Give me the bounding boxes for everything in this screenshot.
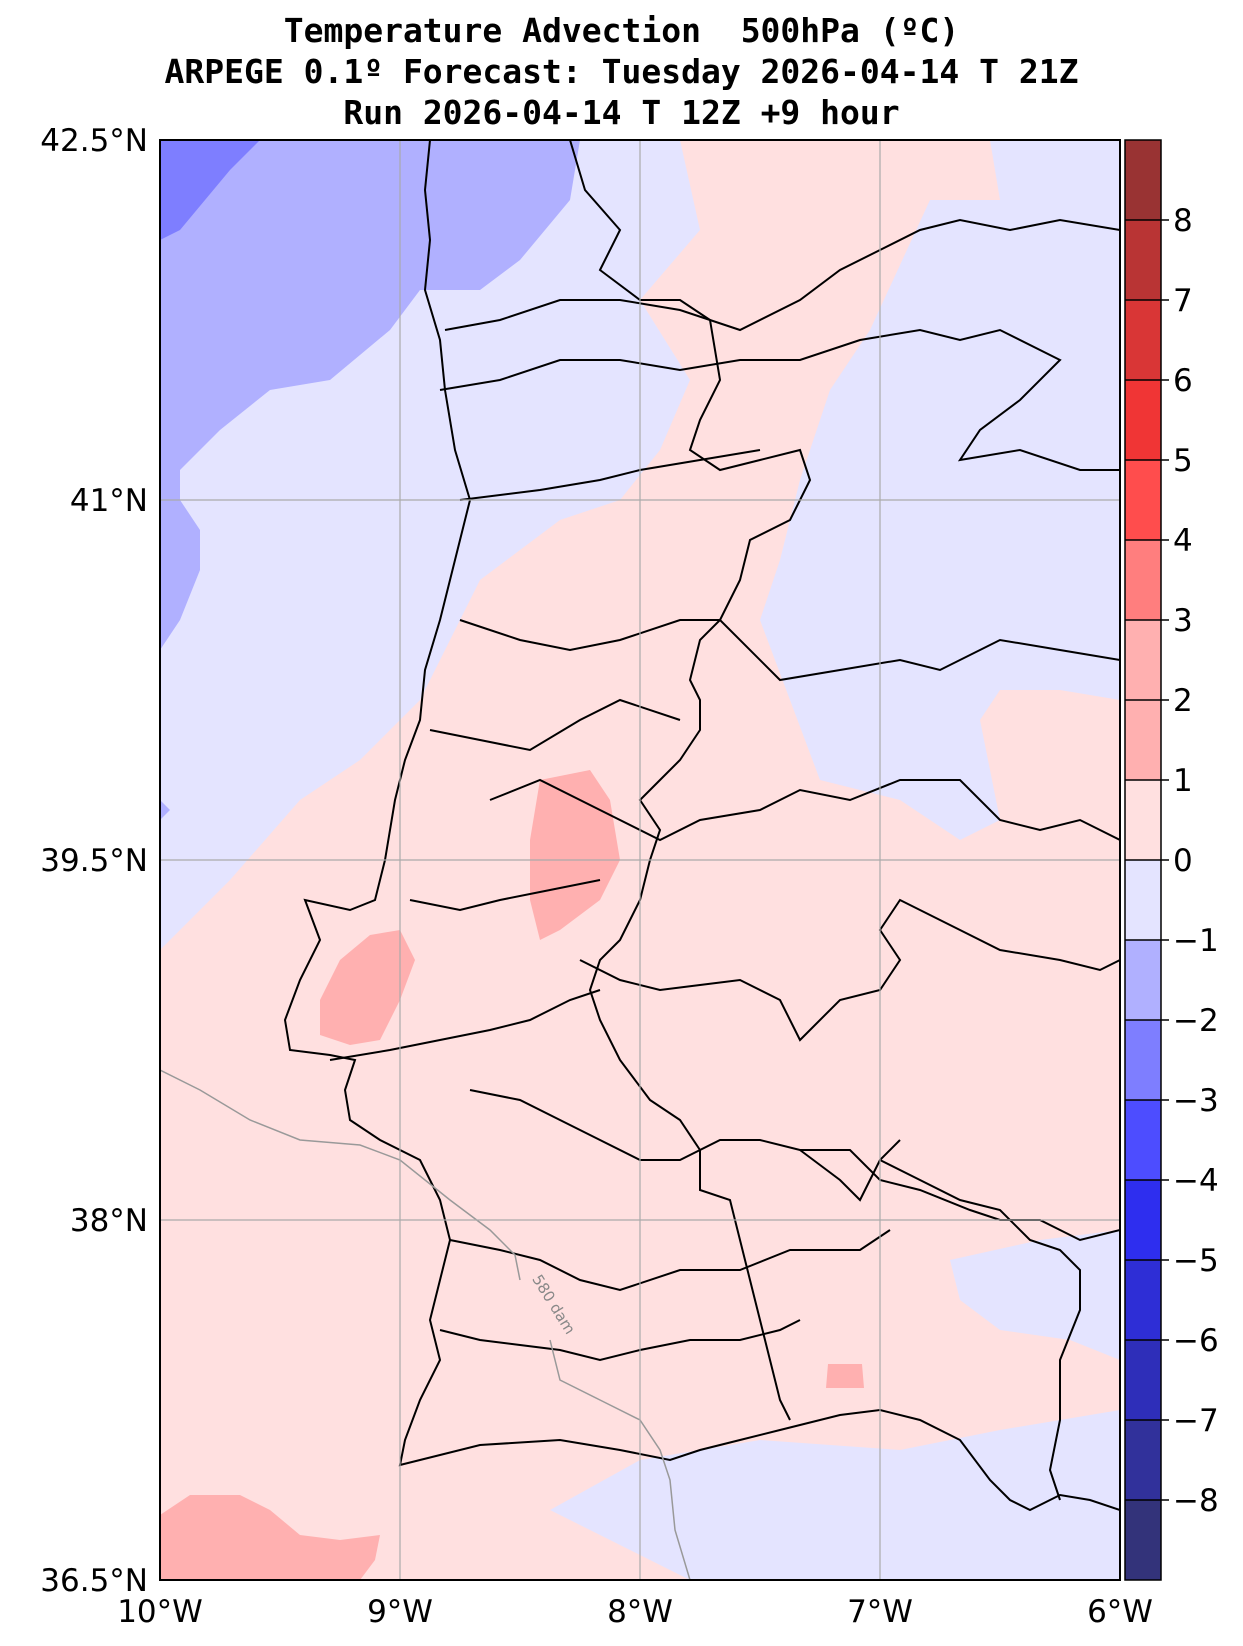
graticule (160, 140, 1120, 1580)
colorbar-tick-label: 8 (1173, 203, 1193, 239)
colorbar-segment (1125, 1420, 1161, 1501)
internal-border-4 (459, 619, 1120, 682)
map-frame (159, 139, 1121, 1581)
colorbar-segment (1125, 1100, 1161, 1181)
lat-tick-label: 39.5°N (40, 843, 148, 879)
colorbar-tick-label: −8 (1173, 1483, 1219, 1519)
internal-border-7 (409, 879, 601, 912)
lon-tick-label: 8°W (607, 1594, 673, 1630)
colorbar-segment (1125, 460, 1161, 541)
colorbar-tick-label: 7 (1173, 283, 1193, 319)
colorbar-tick-label: −1 (1173, 923, 1219, 959)
colorbar-segment (1125, 940, 1161, 1021)
advection-field-1-2-d (826, 1364, 864, 1388)
colorbar-tick-label: 1 (1173, 763, 1193, 799)
axis-ticks: 10°W 9°W 8°W 7°W 6°W 42.5°N 41°N 39.5°N 38°N 36.5… (40, 123, 1153, 1630)
portugal-spain-border (569, 140, 812, 1421)
colorbar-segment (1125, 300, 1161, 381)
lat-tick-label: 41°N (70, 483, 148, 519)
title-line-2: ARPEGE 0.1º Forecast: Tuesday 2026-04-14… (164, 52, 1079, 91)
colorbar-tick-label: 2 (1173, 683, 1193, 719)
map-title: Temperature Advection 500hPa (ºC) ARPEGE… (0, 10, 1243, 133)
advection-field-1-2-c (160, 1495, 380, 1580)
lon-tick-label: 10°W (117, 1594, 203, 1630)
colorbar-tick-label: −4 (1173, 1163, 1219, 1199)
colorbar-tick-label: −2 (1173, 1003, 1219, 1039)
lat-tick-label: 38°N (70, 1203, 148, 1239)
colorbar-tick-label: −3 (1173, 1083, 1219, 1119)
advection-field-neg1-0-ne2 (990, 140, 1120, 200)
colorbar-segment (1125, 220, 1161, 301)
advection-field-neg2-1-small (160, 800, 170, 820)
map-plot-area: 580 dam (160, 140, 1120, 1580)
colorbar-segment (1125, 540, 1161, 621)
colorbar-segment (1125, 860, 1161, 941)
internal-border-13 (449, 1229, 891, 1292)
title-line-1: Temperature Advection 500hPa (ºC) (283, 11, 960, 50)
colorbar-tick-label: −5 (1173, 1243, 1219, 1279)
colorbar-tick-label: 6 (1173, 363, 1193, 399)
colorbar-tick-label: −6 (1173, 1323, 1219, 1359)
title-line-3: Run 2026-04-14 T 12Z +9 hour (343, 93, 900, 132)
geopotential-contour-580dam (160, 1069, 691, 1580)
lon-tick-label: 7°W (847, 1594, 913, 1630)
advection-field-neg1-0-se (950, 1230, 1120, 1360)
internal-border-1 (444, 218, 1120, 332)
colorbar-segment (1125, 1020, 1161, 1101)
colorbar-segment (1125, 1180, 1161, 1261)
internal-border-2 (439, 328, 1120, 471)
advection-field-neg2-1 (160, 140, 580, 650)
colorbar-segment (1125, 1260, 1161, 1341)
advection-field-neg3-2 (160, 140, 260, 240)
colorbar-segment (1125, 620, 1161, 701)
internal-border-14 (879, 1159, 1081, 1501)
colorbar-tick-label: 0 (1173, 843, 1193, 879)
internal-border-3 (459, 449, 761, 501)
internal-border-8 (329, 989, 601, 1061)
colorbar-segment (1125, 1340, 1161, 1421)
advection-field-neg1-0-ne (760, 200, 1120, 840)
colorbar-tick-label: 3 (1173, 603, 1193, 639)
internal-border-5 (429, 698, 681, 752)
lat-tick-label: 42.5°N (40, 123, 148, 159)
colorbar: 8 7 6 5 4 3 2 1 0 −1 −2 −3 −4 −5 −6 −7 −8 (1124, 139, 1219, 1581)
internal-border-12 (439, 1319, 801, 1362)
lat-tick-label: 36.5°N (40, 1563, 148, 1599)
colorbar-segment (1125, 1500, 1161, 1581)
internal-border-6 (489, 778, 1120, 842)
colorbar-tick-label: 4 (1173, 523, 1193, 559)
internal-border-11 (799, 1139, 901, 1202)
advection-field-1-2-a (530, 770, 620, 940)
colorbar-segment (1125, 140, 1161, 221)
lon-tick-label: 9°W (367, 1594, 433, 1630)
lon-tick-label: 6°W (1087, 1594, 1153, 1630)
colorbar-tick-label: −7 (1173, 1403, 1219, 1439)
colorbar-tick-label: 5 (1173, 443, 1193, 479)
colorbar-segment (1125, 700, 1161, 781)
colorbar-segment (1125, 780, 1161, 861)
advection-field-1-2-b (320, 930, 415, 1045)
colorbar-segment (1125, 380, 1161, 461)
